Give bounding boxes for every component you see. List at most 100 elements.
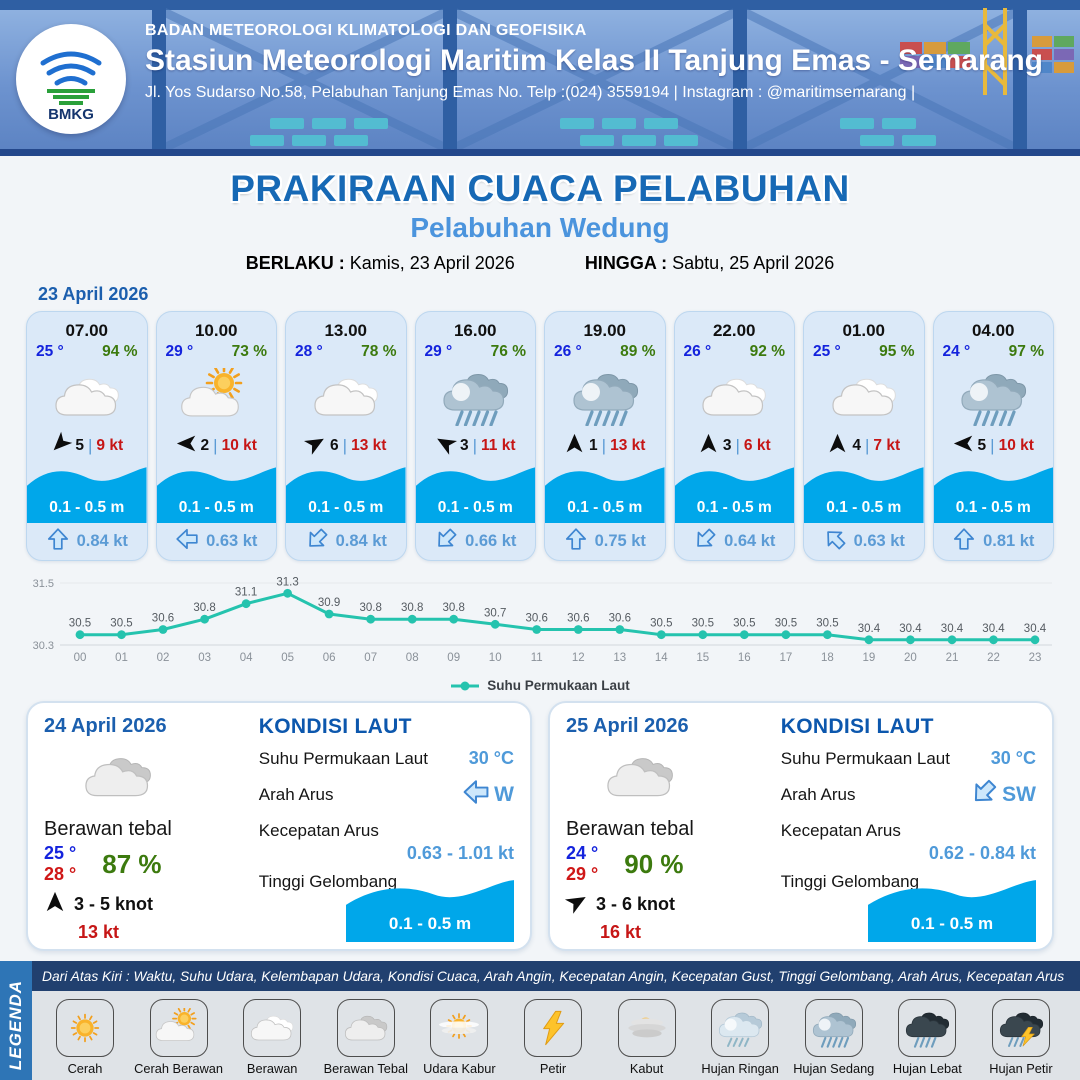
current-direction-value: W xyxy=(494,783,514,806)
daily-forecast-row: 24 April 2026 Berawan tebal 25 ° 28 ° 87… xyxy=(0,701,1080,951)
legend-item-label: Berawan xyxy=(246,1061,298,1076)
wind-row: 4 | 7 kt xyxy=(804,433,924,459)
svg-text:16: 16 xyxy=(738,652,751,664)
legend-section: LEGENDA Dari Atas Kiri : Waktu, Suhu Uda… xyxy=(0,961,1080,1080)
hourly-forecast-card: 04.00 24 ° 97 % 5 | 10 kt 0.1 - 0.5 m 0.… xyxy=(932,311,1054,561)
berawan-tebal-icon xyxy=(566,738,773,816)
wind-force: 1 xyxy=(589,437,598,454)
direction-dart-icon xyxy=(953,435,972,452)
wind-force: 2 xyxy=(200,437,210,454)
gust-speed: 13 kt xyxy=(78,922,120,942)
legend-item: Berawan xyxy=(227,999,317,1080)
svg-text:03: 03 xyxy=(198,652,211,664)
direction-dart-icon xyxy=(566,433,583,453)
wind-direction-icon xyxy=(44,891,66,918)
wind-direction-icon xyxy=(304,433,326,459)
svg-text:30.5: 30.5 xyxy=(69,618,91,630)
hourly-forecast-card: 07.00 25 ° 94 % 5 | 9 kt 0.1 - 0.5 m 0.8… xyxy=(26,311,148,561)
svg-text:13: 13 xyxy=(613,652,626,664)
bmkg-logo-text: BMKG xyxy=(48,106,94,123)
hourly-forecast-row: 07.00 25 ° 94 % 5 | 9 kt 0.1 - 0.5 m 0.8… xyxy=(0,311,1080,561)
current-arrow-icon xyxy=(975,779,997,802)
hourly-forecast-card: 22.00 26 ° 92 % 3 | 6 kt 0.1 - 0.5 m 0.6… xyxy=(673,311,795,561)
current-arrow-icon xyxy=(47,528,68,550)
legend-vertical-label: LEGENDA xyxy=(6,979,25,1071)
hourly-forecast-card: 01.00 25 ° 95 % 4 | 7 kt 0.1 - 0.5 m 0.6… xyxy=(803,311,925,561)
berawan-tebal-icon xyxy=(44,738,251,816)
humidity-value: 92 % xyxy=(749,343,785,360)
current-speed: 0.64 kt xyxy=(724,532,776,550)
wind-force: 3 xyxy=(459,437,469,454)
legend-item-label: Udara Kabur xyxy=(423,1061,496,1076)
wave-icon xyxy=(804,467,924,523)
svg-text:30.4: 30.4 xyxy=(941,623,964,635)
legend-item-label: Cerah Berawan xyxy=(134,1061,224,1076)
current-row: 0.81 kt xyxy=(934,523,1054,560)
current-direction-icon xyxy=(970,778,998,812)
current-speed: 0.63 kt xyxy=(206,532,258,550)
current-arrow-icon xyxy=(954,528,975,550)
wave-height-band: 0.1 - 0.5 m xyxy=(933,461,1053,523)
berawan-tebal-icon xyxy=(336,999,395,1057)
temp-min: 24 ° xyxy=(566,843,599,863)
svg-text:31.3: 31.3 xyxy=(276,576,298,588)
hourly-forecast-card: 10.00 29 ° 73 % 2 | 10 kt 0.1 - 0.5 m 0.… xyxy=(155,311,277,561)
forecast-time: 16.00 xyxy=(453,321,497,340)
wind-row: 6 | 13 kt xyxy=(286,433,406,459)
legend-item: Cerah xyxy=(40,999,130,1080)
svg-text:01: 01 xyxy=(115,652,128,664)
svg-text:31.1: 31.1 xyxy=(235,587,257,599)
station-address: Jl. Yos Sudarso No.58, Pelabuhan Tanjung… xyxy=(145,84,916,101)
wind-row: 1 | 13 kt xyxy=(545,433,665,459)
daily-date: 25 April 2026 xyxy=(566,715,689,737)
wave-height-value: 0.1 - 0.5 m xyxy=(567,499,643,516)
berawan-icon xyxy=(804,361,924,433)
temperature-value: 28 ° xyxy=(295,343,323,360)
wind-speed: 10 kt xyxy=(998,437,1034,454)
wind-direction-icon xyxy=(176,433,197,459)
svg-text:04: 04 xyxy=(240,652,253,664)
wind-force: 4 xyxy=(852,437,861,454)
current-direction-icon xyxy=(46,527,70,556)
svg-text:19: 19 xyxy=(863,652,876,664)
hourly-forecast-card: 16.00 29 ° 76 % 3 | 11 kt 0.1 - 0.5 m 0.… xyxy=(414,311,536,561)
legend-item-label: Hujan Lebat xyxy=(892,1061,962,1076)
forecast-time: 04.00 xyxy=(971,321,1015,340)
temperature-value: 26 ° xyxy=(683,343,712,360)
current-arrow-icon xyxy=(176,528,198,550)
svg-text:08: 08 xyxy=(406,652,419,664)
wave-height-value: 0.1 - 0.5 m xyxy=(49,499,125,516)
wave-height-box: 0.1 - 0.5 m xyxy=(346,878,514,942)
svg-text:30.8: 30.8 xyxy=(360,602,382,614)
hingga-value: Sabtu, 25 April 2026 xyxy=(672,253,835,273)
hujan-lebat-icon xyxy=(898,999,957,1057)
sst-label: Suhu Permukaan Laut xyxy=(780,748,950,768)
wave-height-band: 0.1 - 0.5 m xyxy=(286,461,406,523)
daily-date: 24 April 2026 xyxy=(44,715,167,737)
current-speed-label: Kecepatan Arus xyxy=(258,821,379,840)
separator: | xyxy=(601,436,607,455)
current-row: 0.84 kt xyxy=(286,523,406,560)
legend-item: Hujan Lebat xyxy=(882,999,972,1080)
cerah-berawan-icon xyxy=(149,999,208,1057)
humidity-value: 97 % xyxy=(1008,343,1044,360)
svg-text:30.5: 30.5 xyxy=(816,618,838,630)
wind-speed: 9 kt xyxy=(96,437,124,454)
wave-icon xyxy=(933,467,1053,523)
separator: | xyxy=(342,436,348,455)
wave-height-value: 0.1 - 0.5 m xyxy=(910,914,994,933)
svg-text:17: 17 xyxy=(780,652,793,664)
svg-text:00: 00 xyxy=(74,652,87,664)
svg-text:05: 05 xyxy=(281,652,294,664)
temperature-value: 24 ° xyxy=(942,343,971,360)
wind-row: 3 | 6 kt xyxy=(675,433,795,459)
wind-direction-icon xyxy=(953,433,974,459)
temperature-value: 26 ° xyxy=(554,343,582,360)
legend-item: Kabut xyxy=(602,999,692,1080)
separator: | xyxy=(864,436,870,455)
temp-max: 28 ° xyxy=(44,864,77,884)
direction-dart-icon xyxy=(700,433,717,453)
forecast-time: 01.00 xyxy=(842,321,886,340)
validity-row: BERLAKU : Kamis, 23 April 2026 HINGGA : … xyxy=(0,253,1080,274)
legend-item: Hujan Sedang xyxy=(789,999,879,1080)
